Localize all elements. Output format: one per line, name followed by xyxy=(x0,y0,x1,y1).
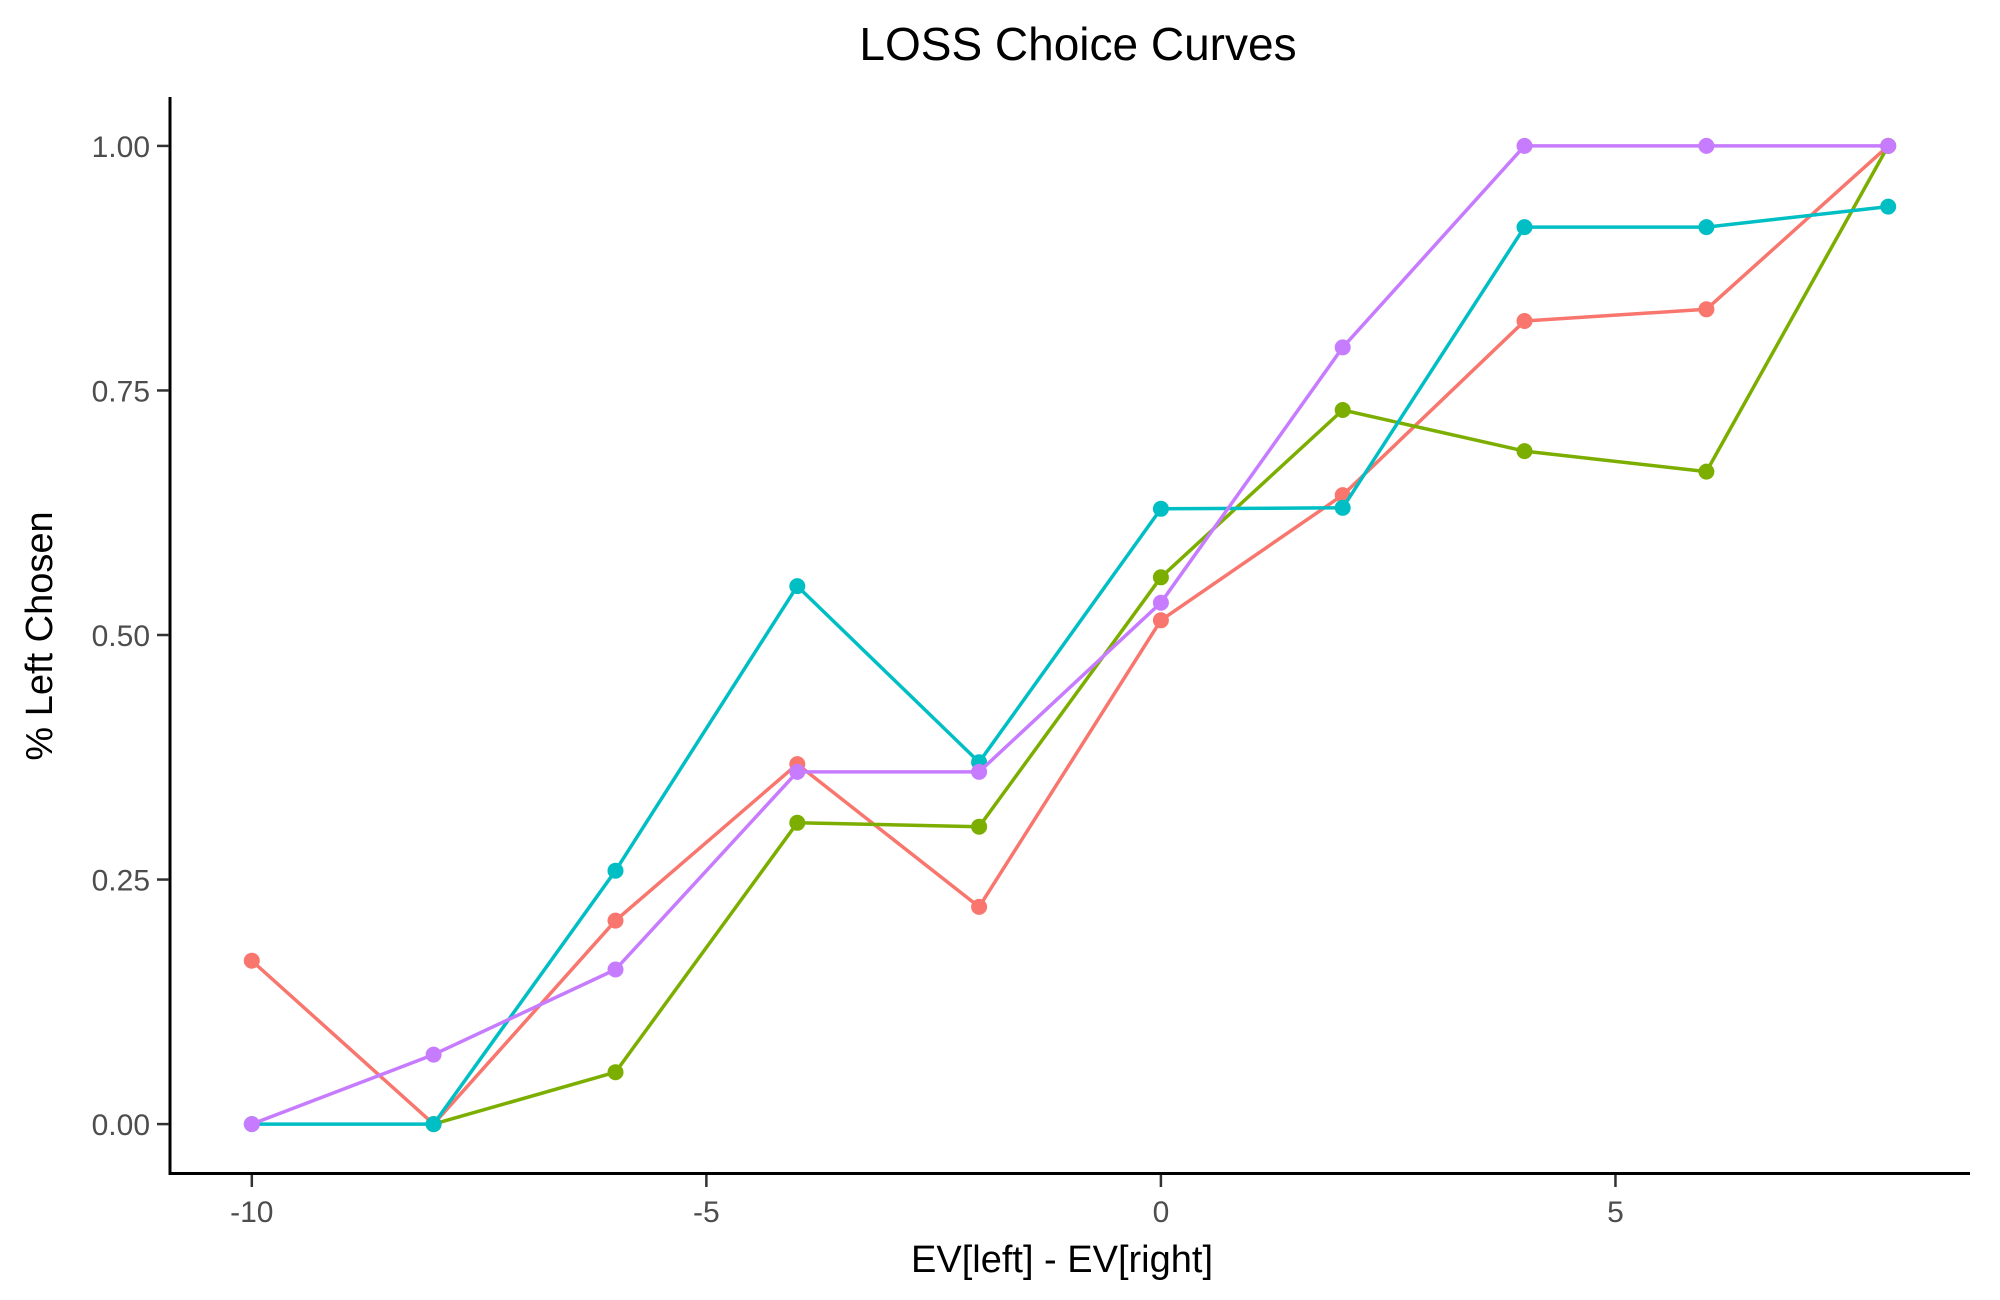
data-point xyxy=(789,814,806,831)
plot-area xyxy=(243,137,1897,1133)
y-tick-label: 0.00 xyxy=(92,1109,150,1142)
x-tick-label: 5 xyxy=(1607,1196,1624,1229)
series-line xyxy=(251,204,1889,1126)
data-point xyxy=(971,763,988,780)
data-point xyxy=(971,898,988,915)
x-tick-label: 0 xyxy=(1153,1196,1170,1229)
chart-title: LOSS Choice Curves xyxy=(859,18,1296,70)
x-axis-title: EV[left] - EV[right] xyxy=(911,1239,1213,1281)
x-tick-label: -10 xyxy=(230,1196,273,1229)
data-point xyxy=(425,1046,442,1063)
x-tick-label: -5 xyxy=(693,1196,720,1229)
y-tick-label: 0.75 xyxy=(92,375,150,408)
series-3 xyxy=(243,198,1897,1133)
series-4 xyxy=(243,137,1897,1133)
data-point xyxy=(971,818,988,835)
data-point xyxy=(1516,137,1533,154)
data-point xyxy=(243,952,260,969)
data-point xyxy=(1698,219,1715,236)
data-point xyxy=(1334,499,1351,516)
data-point xyxy=(1880,137,1897,154)
y-axis-title: % Left Chosen xyxy=(19,511,61,760)
data-point xyxy=(1334,402,1351,418)
y-tick-label: 0.50 xyxy=(92,620,150,653)
data-point xyxy=(1152,594,1169,611)
data-point xyxy=(607,912,624,929)
data-point xyxy=(1152,500,1169,517)
series-line xyxy=(433,145,1890,1126)
data-point xyxy=(243,1116,260,1133)
data-point xyxy=(1516,219,1533,236)
data-point xyxy=(1152,612,1169,629)
y-tick-label: 1.00 xyxy=(92,131,150,164)
data-point xyxy=(425,1116,442,1133)
data-point xyxy=(789,578,806,595)
data-point xyxy=(607,862,624,879)
data-point xyxy=(1698,137,1715,154)
data-point xyxy=(789,763,806,780)
data-point xyxy=(1698,463,1715,480)
data-point xyxy=(1152,569,1169,586)
series-line xyxy=(250,144,1890,1126)
data-point xyxy=(1516,443,1533,460)
series-line xyxy=(251,144,1889,1126)
data-point xyxy=(1516,313,1533,329)
series-2 xyxy=(425,137,1897,1133)
data-point xyxy=(607,961,624,978)
data-point xyxy=(1698,301,1715,318)
y-tick-label: 0.25 xyxy=(92,865,150,898)
data-point xyxy=(1880,198,1897,215)
data-point xyxy=(1334,339,1351,356)
data-point xyxy=(607,1064,624,1081)
axis-ticks: -10 -5 0 5 0.00 0.25 0.50 0.75 1.00 xyxy=(92,131,1624,1229)
